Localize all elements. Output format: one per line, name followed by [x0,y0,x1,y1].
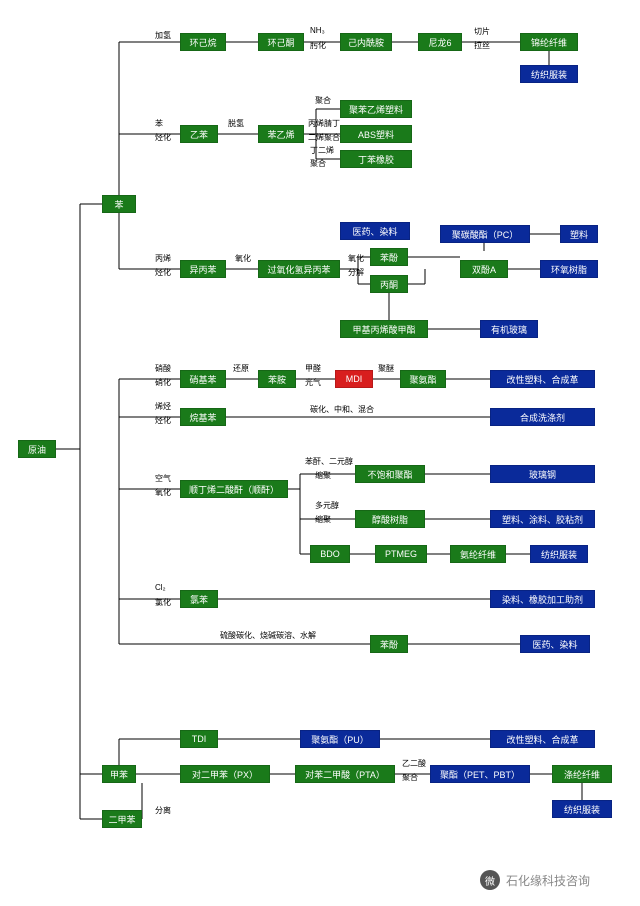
edge-label-35: 硫酸碳化、烧碱碳溶、水解 [220,630,316,641]
edge-label-1: NH₃ [310,26,325,35]
edge-label-0: 加氢 [155,30,171,41]
edge-label-8: 聚合 [315,95,331,106]
node-xylene: 二甲苯 [102,810,142,828]
node-crude: 原油 [18,440,56,458]
watermark: 微 石化缘科技咨询 [480,870,590,890]
edge-label-19: 硝化 [155,377,171,388]
edge-label-22: 光气 [305,377,321,388]
node-plastic1: 塑料 [560,225,598,243]
node-chp: 过氧化氢异丙苯 [258,260,340,278]
edge-label-38: 分离 [155,805,171,816]
edge-label-11: 丁二烯 [310,145,334,156]
node-acetone: 丙酮 [370,275,408,293]
edge-label-13: 丙烯 [155,253,171,264]
node-unsatpe: 不饱和聚酯 [355,465,425,483]
node-pu1: 聚氨酯 [400,370,446,388]
node-polystyrene: 聚苯乙烯塑料 [340,100,412,118]
node-cyclohexane: 环己烷 [180,33,226,51]
node-pu2: 聚氨酯（PU） [300,730,380,748]
node-phenol: 苯酚 [370,248,408,266]
edge-label-16: 氧化 [348,253,364,264]
node-nitrobenzene: 硝基苯 [180,370,226,388]
node-bpa: 双酚A [460,260,508,278]
edge-label-20: 还原 [233,363,249,374]
edge-label-37: 聚合 [402,772,418,783]
edge-label-21: 甲醛 [305,363,321,374]
node-mma: 甲基丙烯酸甲酯 [340,320,428,338]
edge-label-14: 烃化 [155,267,171,278]
node-sbr: 丁苯橡胶 [340,150,412,168]
node-ptmeg: PTMEG [375,545,427,563]
node-pta: 对苯二甲酸（PTA） [295,765,395,783]
watermark-text: 石化缘科技咨询 [506,872,590,889]
node-detergent: 合成洗涤剂 [490,408,595,426]
node-coating: 塑料、涂料、胶粘剂 [490,510,595,528]
node-aniline: 苯胺 [258,370,296,388]
edge-label-25: 烃化 [155,415,171,426]
node-medye2: 医药、染料 [520,635,590,653]
node-epoxy: 环氧树脂 [540,260,598,278]
node-frp: 玻璃钢 [490,465,595,483]
node-nylonfiber: 锦纶纤维 [520,33,578,51]
edge-label-10: 二烯聚合 [308,132,340,143]
node-textile1: 纺织服装 [520,65,578,83]
edge-label-17: 分解 [348,267,364,278]
node-abs: ABS塑料 [340,125,412,143]
node-nylon6: 尼龙6 [418,33,462,51]
edge-label-4: 拉丝 [474,40,490,51]
edge-label-23: 聚醚 [378,363,394,374]
edge-label-34: 氯化 [155,597,171,608]
edge-label-36: 乙二酸 [402,758,426,769]
node-pc: 聚碳酸酯（PC） [440,225,530,243]
node-alkyd: 醇酸树脂 [355,510,425,528]
edge-label-3: 切片 [474,26,490,37]
node-benzene: 苯 [102,195,136,213]
edge-label-24: 烯烃 [155,401,171,412]
node-chlorobz: 氯苯 [180,590,218,608]
node-caprolactam: 己内酰胺 [340,33,392,51]
wechat-icon: 微 [480,870,500,890]
node-lab: 烷基苯 [180,408,226,426]
edge-label-31: 多元醇 [315,500,339,511]
edge-label-7: 脱氢 [228,118,244,129]
edge-label-32: 缩聚 [315,514,331,525]
node-petfiber: 涤纶纤维 [552,765,612,783]
node-medye1: 医药、染料 [340,222,410,240]
node-pet: 聚酯（PET、PBT） [430,765,530,783]
edge-label-12: 聚合 [310,158,326,169]
node-maleic: 顺丁烯二酸酐（顺酐） [180,480,288,498]
edge-label-27: 空气 [155,473,171,484]
edge-label-2: 肟化 [310,40,326,51]
node-tdi: TDI [180,730,218,748]
node-toluene: 甲苯 [102,765,136,783]
node-phenol2: 苯酚 [370,635,408,653]
edge-label-6: 烃化 [155,132,171,143]
node-bdo: BDO [310,545,350,563]
node-px: 对二甲苯（PX） [180,765,270,783]
node-textile3: 纺织服装 [552,800,612,818]
node-mdi: MDI [335,370,373,388]
node-cumene: 异丙苯 [180,260,226,278]
node-textile2: 纺织服装 [530,545,588,563]
node-ethylbenzene: 乙苯 [180,125,218,143]
node-modleather2: 改性塑料、合成革 [490,730,595,748]
edge-label-28: 氧化 [155,487,171,498]
edge-label-33: Cl₂ [155,583,166,592]
edge-label-9: 丙烯腈丁 [308,118,340,129]
node-modleather: 改性塑料、合成革 [490,370,595,388]
node-spandex: 氨纶纤维 [450,545,506,563]
node-cyclohexanone: 环己酮 [258,33,304,51]
edge-label-5: 苯 [155,118,163,129]
edge-label-18: 硝酸 [155,363,171,374]
node-styrene: 苯乙烯 [258,125,304,143]
edge-label-15: 氧化 [235,253,251,264]
edge-label-29: 苯酐、二元醇 [305,456,353,467]
edge-label-30: 缩聚 [315,470,331,481]
edge-label-26: 碳化、中和、混合 [310,404,374,415]
node-pmma: 有机玻璃 [480,320,538,338]
node-dyerubber: 染料、橡胶加工助剂 [490,590,595,608]
